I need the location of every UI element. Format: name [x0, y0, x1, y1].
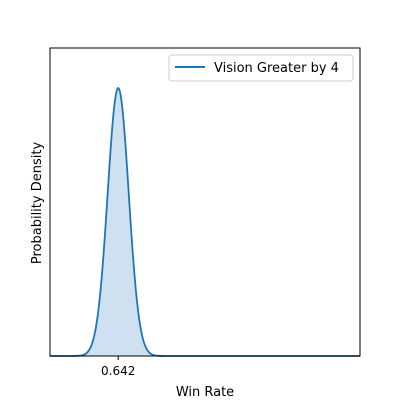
plot-background — [50, 48, 360, 356]
x-axis-label: Win Rate — [176, 385, 234, 400]
x-tick-label: 0.642 — [101, 364, 135, 378]
y-axis-label: Probability Density — [30, 142, 45, 265]
x-axis-ticks: 0.642 — [101, 356, 135, 378]
legend-box — [168, 54, 354, 82]
plot-frame — [49, 47, 361, 357]
density-fill-0 — [50, 88, 360, 356]
legend: Vision Greater by 4 — [168, 54, 354, 82]
legend-label: Vision Greater by 4 — [214, 61, 339, 76]
